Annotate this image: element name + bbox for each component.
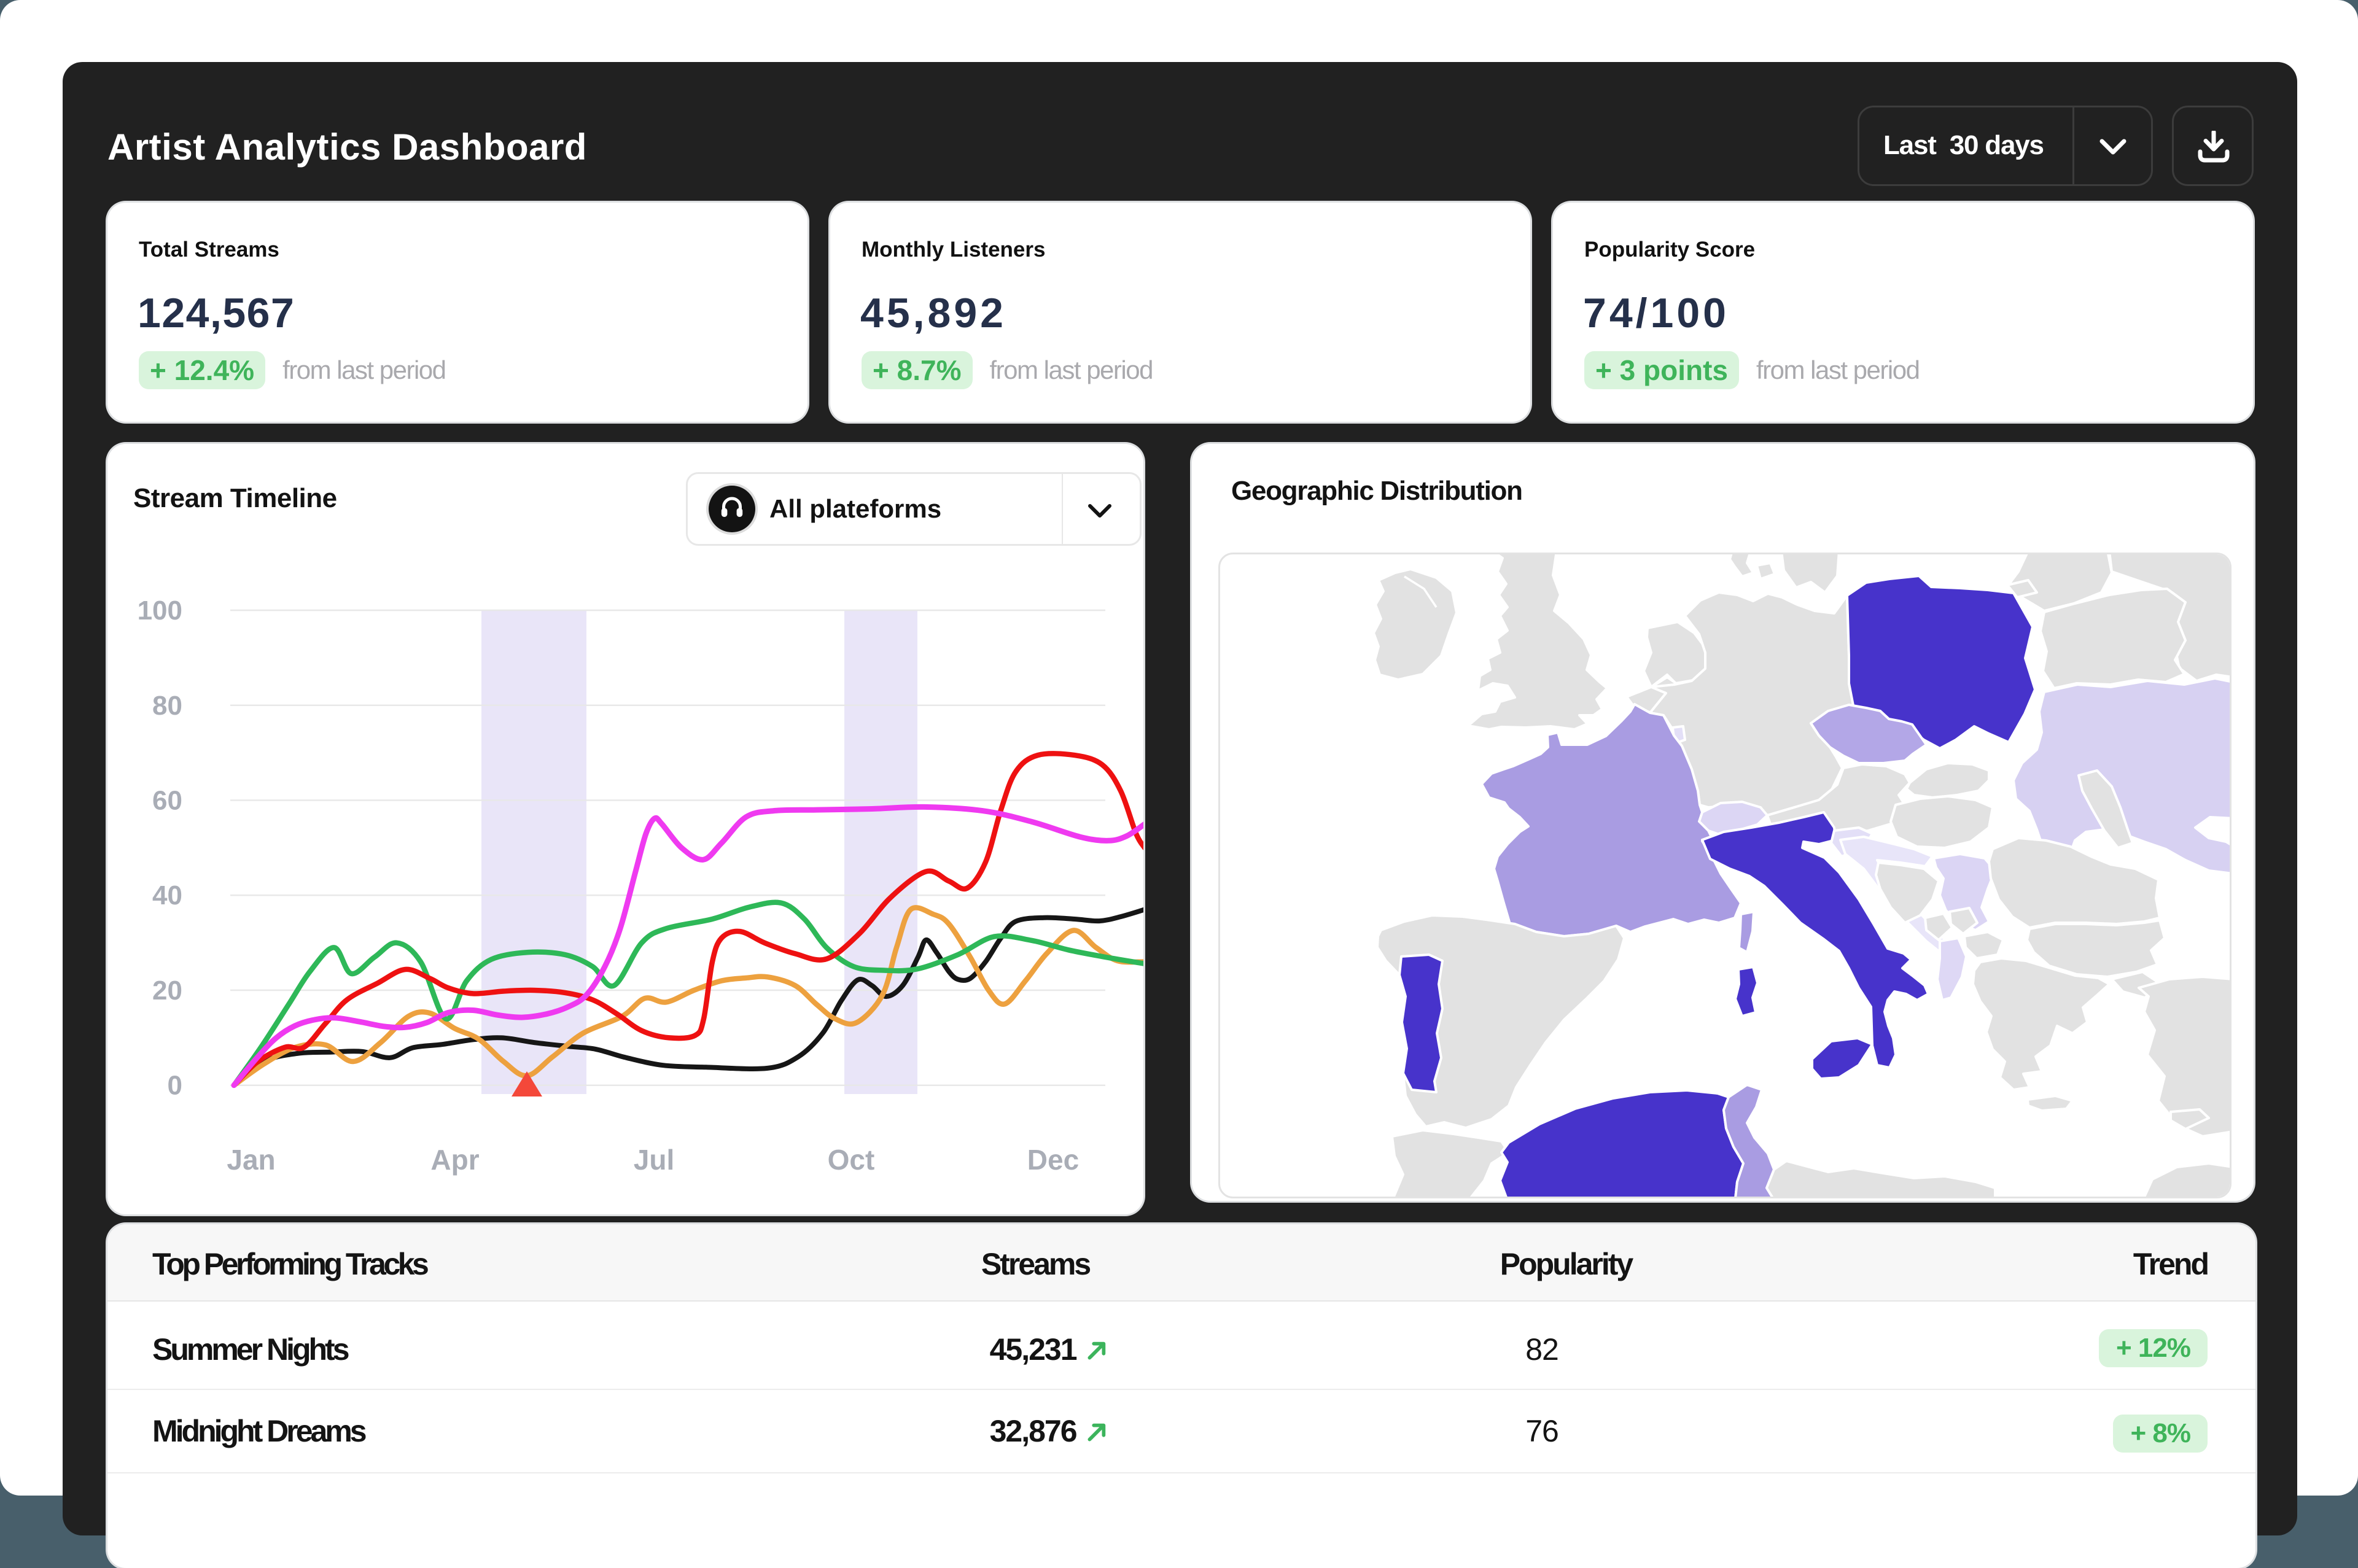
- svg-text:100: 100: [138, 596, 182, 626]
- svg-text:Apr: Apr: [430, 1144, 479, 1176]
- svg-text:0: 0: [168, 1071, 182, 1101]
- svg-text:20: 20: [152, 976, 182, 1006]
- svg-text:Dec: Dec: [1027, 1144, 1079, 1176]
- svg-text:40: 40: [152, 880, 182, 910]
- svg-text:Jan: Jan: [227, 1144, 275, 1176]
- svg-text:60: 60: [152, 786, 182, 816]
- svg-text:Jul: Jul: [634, 1144, 674, 1176]
- svg-text:Oct: Oct: [828, 1144, 875, 1176]
- svg-text:80: 80: [152, 691, 182, 721]
